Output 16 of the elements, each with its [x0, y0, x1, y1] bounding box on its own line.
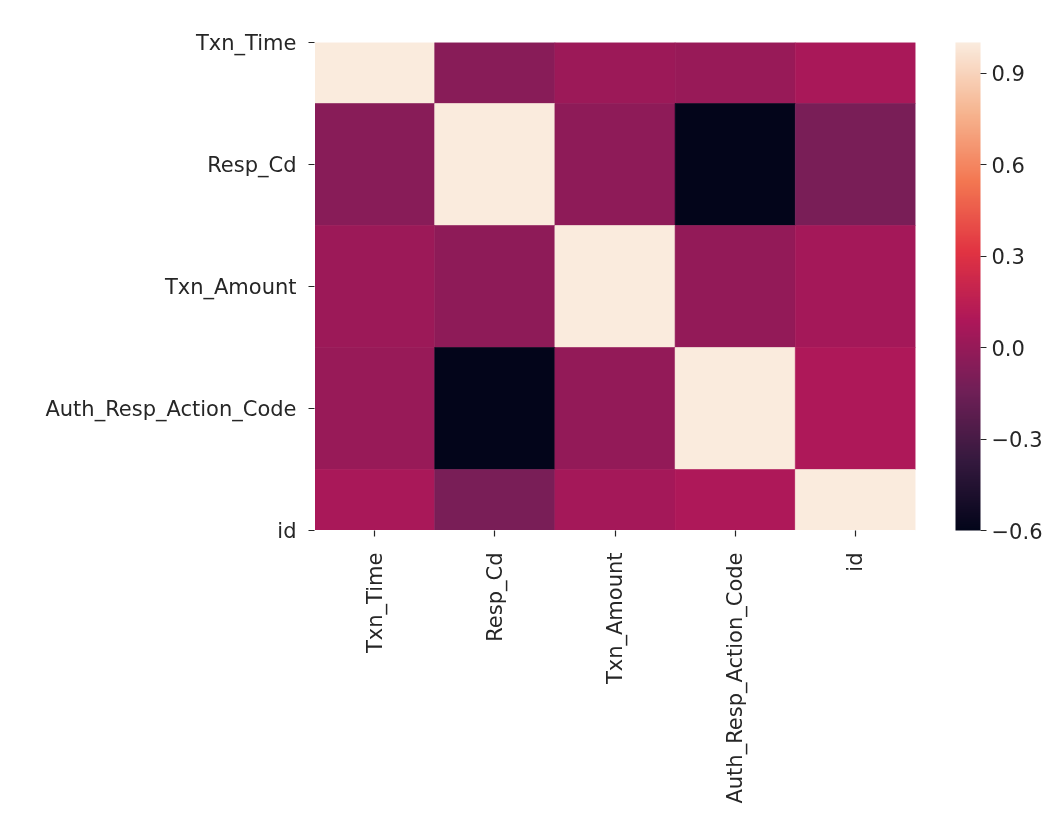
- color-bar-label: 0.6: [991, 153, 1025, 178]
- y-tick-label: Txn_Amount: [163, 274, 297, 300]
- color-bar-label: −0.6: [991, 519, 1043, 544]
- x-tick-label: id: [843, 552, 868, 572]
- x-tick-label: Txn_Time: [362, 552, 388, 654]
- y-tick-label: Auth_Resp_Action_Code: [45, 396, 297, 422]
- y-tick-label: id: [277, 518, 297, 543]
- x-tick-label: Auth_Resp_Action_Code: [723, 552, 749, 804]
- color-bar-label: 0.3: [991, 245, 1025, 269]
- y-tick-label: Resp_Cd: [207, 152, 297, 178]
- color-bar-label: −0.3: [991, 428, 1043, 452]
- y-tick-label: Txn_Time: [195, 30, 297, 56]
- x-tick-label: Resp_Cd: [482, 552, 508, 642]
- color-bar-label: 0.9: [991, 62, 1025, 86]
- color-bar-label: 0.0: [991, 336, 1025, 361]
- x-tick-label: Txn_Amount: [603, 552, 628, 686]
